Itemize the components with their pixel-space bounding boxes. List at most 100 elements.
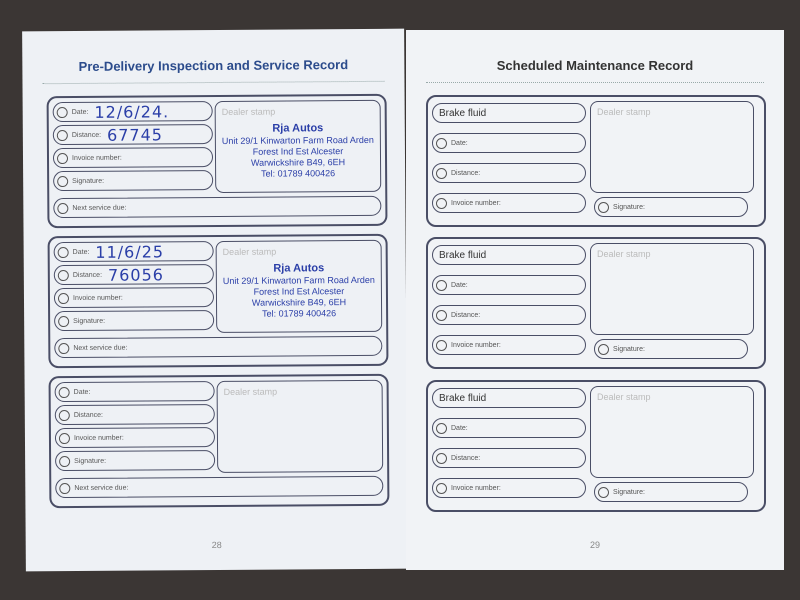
field-label: Distance:	[451, 454, 481, 462]
circle-icon	[58, 409, 70, 421]
field-label: Date:	[451, 281, 468, 289]
circle-icon	[436, 279, 447, 291]
circle-icon	[436, 482, 447, 494]
circle-icon	[56, 152, 69, 164]
right-page: Scheduled Maintenance Record Brake fluid…	[406, 30, 784, 570]
circle-icon	[58, 432, 70, 444]
circle-icon	[56, 129, 68, 141]
field-label: Next service due:	[74, 484, 129, 492]
dealer-stamp-box: Dealer stamp	[590, 101, 754, 193]
field-row[interactable]: Distance:	[432, 448, 586, 468]
field-row[interactable]: Invoice number:	[53, 287, 215, 309]
field-label: Invoice number:	[451, 484, 501, 492]
field-label: Next service due:	[72, 204, 127, 212]
circle-icon	[58, 315, 70, 327]
dealer-stamp-text: Rja Autos Unit 29/1 Kinwarton Farm Road A…	[221, 122, 374, 179]
dealer-stamp-box: Dealer stamp	[216, 379, 384, 473]
field-label: Date:	[73, 388, 91, 396]
item-row: Brake fluid	[432, 103, 586, 123]
field-row[interactable]: Signature:	[594, 339, 748, 359]
field-label: Distance:	[451, 311, 481, 319]
circle-icon	[57, 269, 69, 281]
circle-icon	[57, 175, 69, 187]
field-label: Date:	[71, 108, 89, 116]
dealer-stamp-box: Dealer stamp	[590, 386, 754, 478]
field-label: Date:	[72, 248, 90, 256]
field-row[interactable]: Signature:	[54, 310, 215, 332]
field-label: Invoice number:	[72, 294, 123, 302]
field-row[interactable]: Distance:	[432, 305, 586, 325]
field-row[interactable]: Signature:	[55, 450, 216, 472]
circle-icon	[58, 386, 70, 398]
field-label: Date:	[451, 424, 468, 432]
service-record: Date: Distance: Invoice number: Signatur…	[48, 373, 390, 509]
field-label: Signature:	[613, 203, 645, 211]
circle-icon	[436, 167, 447, 179]
field-row[interactable]: Date: 11/6/25	[53, 241, 214, 263]
field-row[interactable]: Distance: 76056	[53, 264, 214, 286]
circle-icon	[57, 246, 69, 258]
field-row[interactable]: Next service due:	[54, 335, 383, 359]
dealer-stamp-box: Dealer stamp	[590, 243, 754, 335]
maintenance-record: Brake fluid Date: Distance: Invoice numb…	[426, 95, 766, 227]
page-title: Scheduled Maintenance Record	[496, 58, 694, 73]
page-number: 28	[211, 539, 222, 551]
page-number: 29	[589, 540, 600, 550]
field-row[interactable]: Date: 12/6/24.	[52, 101, 213, 123]
field-row[interactable]: Next service due:	[55, 475, 384, 499]
circle-icon	[598, 201, 609, 213]
handwritten-value: 67745	[106, 124, 164, 145]
field-label: Invoice number:	[71, 154, 122, 162]
field-label: Next service due:	[73, 344, 128, 352]
field-row[interactable]: Date:	[432, 133, 586, 153]
field-label: Signature:	[73, 317, 106, 325]
left-page: Pre-Delivery Inspection and Service Reco…	[22, 28, 408, 572]
field-row[interactable]: Next service due:	[53, 195, 382, 219]
field-label: Invoice number:	[451, 341, 501, 349]
field-label: Distance:	[72, 271, 103, 279]
service-record: Date: 12/6/24. Distance: 67745 Invoice n…	[46, 93, 388, 229]
dealer-stamp-box: Dealer stamp Rja Autos Unit 29/1 Kinwarton…	[214, 99, 382, 193]
field-row[interactable]: Signature:	[594, 197, 748, 217]
circle-icon	[598, 486, 609, 498]
field-row[interactable]: Distance:	[432, 163, 586, 183]
circle-icon	[59, 482, 71, 494]
handwritten-value: 12/6/24.	[94, 101, 170, 122]
circle-icon	[436, 137, 447, 149]
field-row[interactable]: Distance:	[54, 404, 215, 426]
item-row: Brake fluid	[432, 388, 586, 408]
item-row: Brake fluid	[432, 245, 586, 265]
circle-icon	[59, 455, 71, 467]
circle-icon	[57, 292, 70, 304]
field-row[interactable]: Distance: 67745	[52, 124, 213, 146]
dealer-stamp-box: Dealer stamp Rja Autos Unit 29/1 Kinwarton…	[215, 239, 383, 333]
field-label: Signature:	[72, 177, 105, 185]
circle-icon	[56, 106, 68, 118]
field-label: Date:	[451, 139, 468, 147]
circle-icon	[58, 342, 70, 354]
circle-icon	[598, 343, 609, 355]
field-label: Distance:	[71, 131, 102, 139]
field-row[interactable]: Invoice number:	[432, 335, 586, 355]
field-row[interactable]: Signature:	[53, 170, 214, 192]
circle-icon	[436, 197, 447, 209]
field-row[interactable]: Date:	[432, 418, 586, 438]
field-label: Distance:	[451, 169, 481, 177]
field-label: Signature:	[613, 345, 645, 353]
field-row[interactable]: Invoice number:	[54, 427, 216, 449]
handwritten-value: 11/6/25	[95, 241, 165, 262]
field-row[interactable]: Invoice number:	[432, 478, 586, 498]
field-row[interactable]: Signature:	[594, 482, 748, 502]
field-label: Distance:	[73, 411, 104, 419]
circle-icon	[436, 452, 447, 464]
field-label: Signature:	[74, 457, 107, 465]
handwritten-value: 76056	[107, 264, 164, 285]
maintenance-record: Brake fluid Date: Distance: Invoice numb…	[426, 380, 766, 512]
dealer-stamp-text: Rja Autos Unit 29/1 Kinwarton Farm Road A…	[222, 262, 375, 319]
field-row[interactable]: Invoice number:	[432, 193, 586, 213]
maintenance-record: Brake fluid Date: Distance: Invoice numb…	[426, 237, 766, 369]
field-row[interactable]: Invoice number:	[52, 147, 214, 169]
field-row[interactable]: Date:	[432, 275, 586, 295]
circle-icon	[436, 422, 447, 434]
field-row[interactable]: Date:	[54, 381, 215, 403]
